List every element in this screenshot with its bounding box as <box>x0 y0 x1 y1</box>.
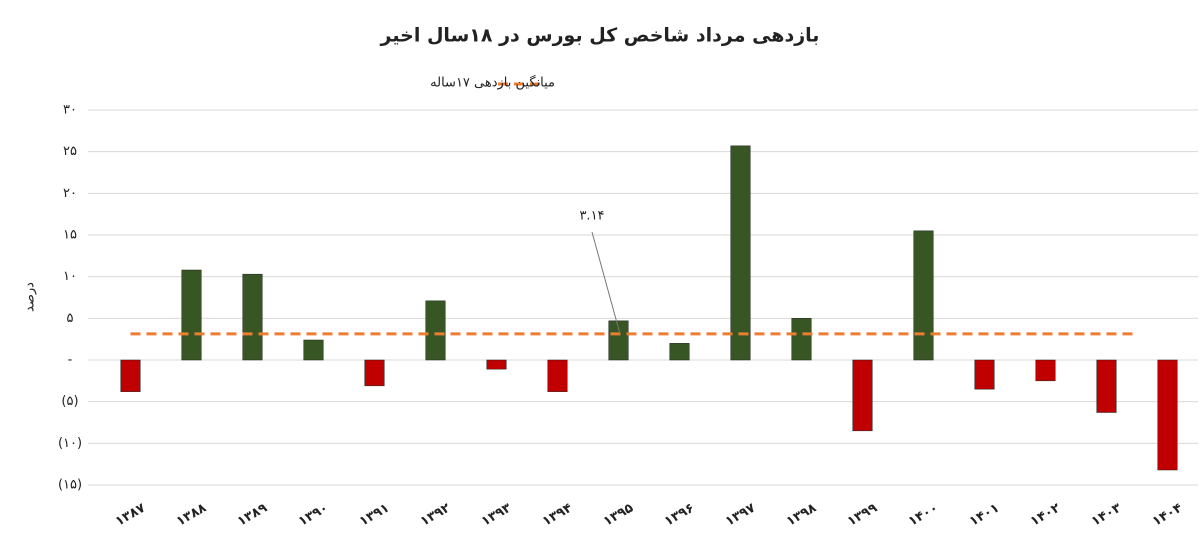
bar <box>425 300 446 361</box>
x-tick-label: ۱۴۰۴ <box>1150 501 1185 530</box>
x-tick-label: ۱۳۹۲ <box>418 501 453 530</box>
x-tick-label: ۱۳۹۱ <box>357 501 392 530</box>
x-tick-label: ۱۳۸۷ <box>113 501 148 530</box>
x-tick-label: ۱۴۰۳ <box>1089 501 1124 530</box>
y-tick-label: (۱۵) <box>58 478 82 493</box>
bar <box>303 339 324 361</box>
x-tick-label: ۱۳۹۴ <box>540 501 575 530</box>
y-tick-label: (۱۰) <box>58 436 82 451</box>
annotation-leader <box>591 231 621 334</box>
legend-label: میانگین بازدهی ۱۷ساله <box>430 75 555 91</box>
annotation-label: ۳.۱۴ <box>579 209 604 224</box>
bar <box>120 359 141 392</box>
x-tick-label: ۱۳۹۵ <box>601 501 636 530</box>
bar <box>669 343 690 361</box>
bar <box>1035 359 1056 382</box>
x-tick-label: ۱۳۹۳ <box>479 501 514 530</box>
x-tick-label: ۱۳۸۹ <box>235 501 270 530</box>
bar <box>1157 359 1178 471</box>
bar <box>547 359 568 392</box>
bar <box>486 359 507 370</box>
bar <box>242 273 263 361</box>
chart-title: بازدهی مرداد شاخص کل بورس در ۱۸سال اخیر <box>380 25 820 47</box>
y-tick-label: ۳۰ <box>63 103 77 118</box>
bar <box>364 359 385 387</box>
y-tick-label: - <box>68 353 73 368</box>
y-tick-label: (۵) <box>61 394 78 409</box>
y-tick-label: ۱۰ <box>63 269 77 284</box>
y-tick-label: ۵ <box>67 311 74 326</box>
y-tick-label: ۲۰ <box>63 186 77 201</box>
bar <box>913 230 934 361</box>
x-tick-label: ۱۴۰۰ <box>906 501 941 530</box>
bar <box>974 359 995 390</box>
bar <box>608 320 629 361</box>
x-tick-label: ۱۳۹۶ <box>662 501 697 530</box>
x-tick-label: ۱۳۹۹ <box>845 501 880 530</box>
y-tick-label: ۱۵ <box>63 228 77 243</box>
bar <box>1096 359 1117 413</box>
x-tick-label: ۱۴۰۱ <box>967 501 1002 530</box>
x-tick-label: ۱۴۰۲ <box>1028 501 1063 530</box>
bar <box>852 359 873 432</box>
x-tick-label: ۱۳۹۰ <box>296 501 331 530</box>
bar <box>730 145 751 361</box>
bar <box>181 269 202 361</box>
y-axis-label: درصد <box>23 282 38 312</box>
x-tick-label: ۱۳۹۸ <box>784 501 819 530</box>
bar <box>791 318 812 361</box>
y-tick-label: ۲۵ <box>63 144 77 159</box>
x-tick-label: ۱۳۹۷ <box>723 501 758 530</box>
x-tick-label: ۱۳۸۸ <box>174 501 209 530</box>
